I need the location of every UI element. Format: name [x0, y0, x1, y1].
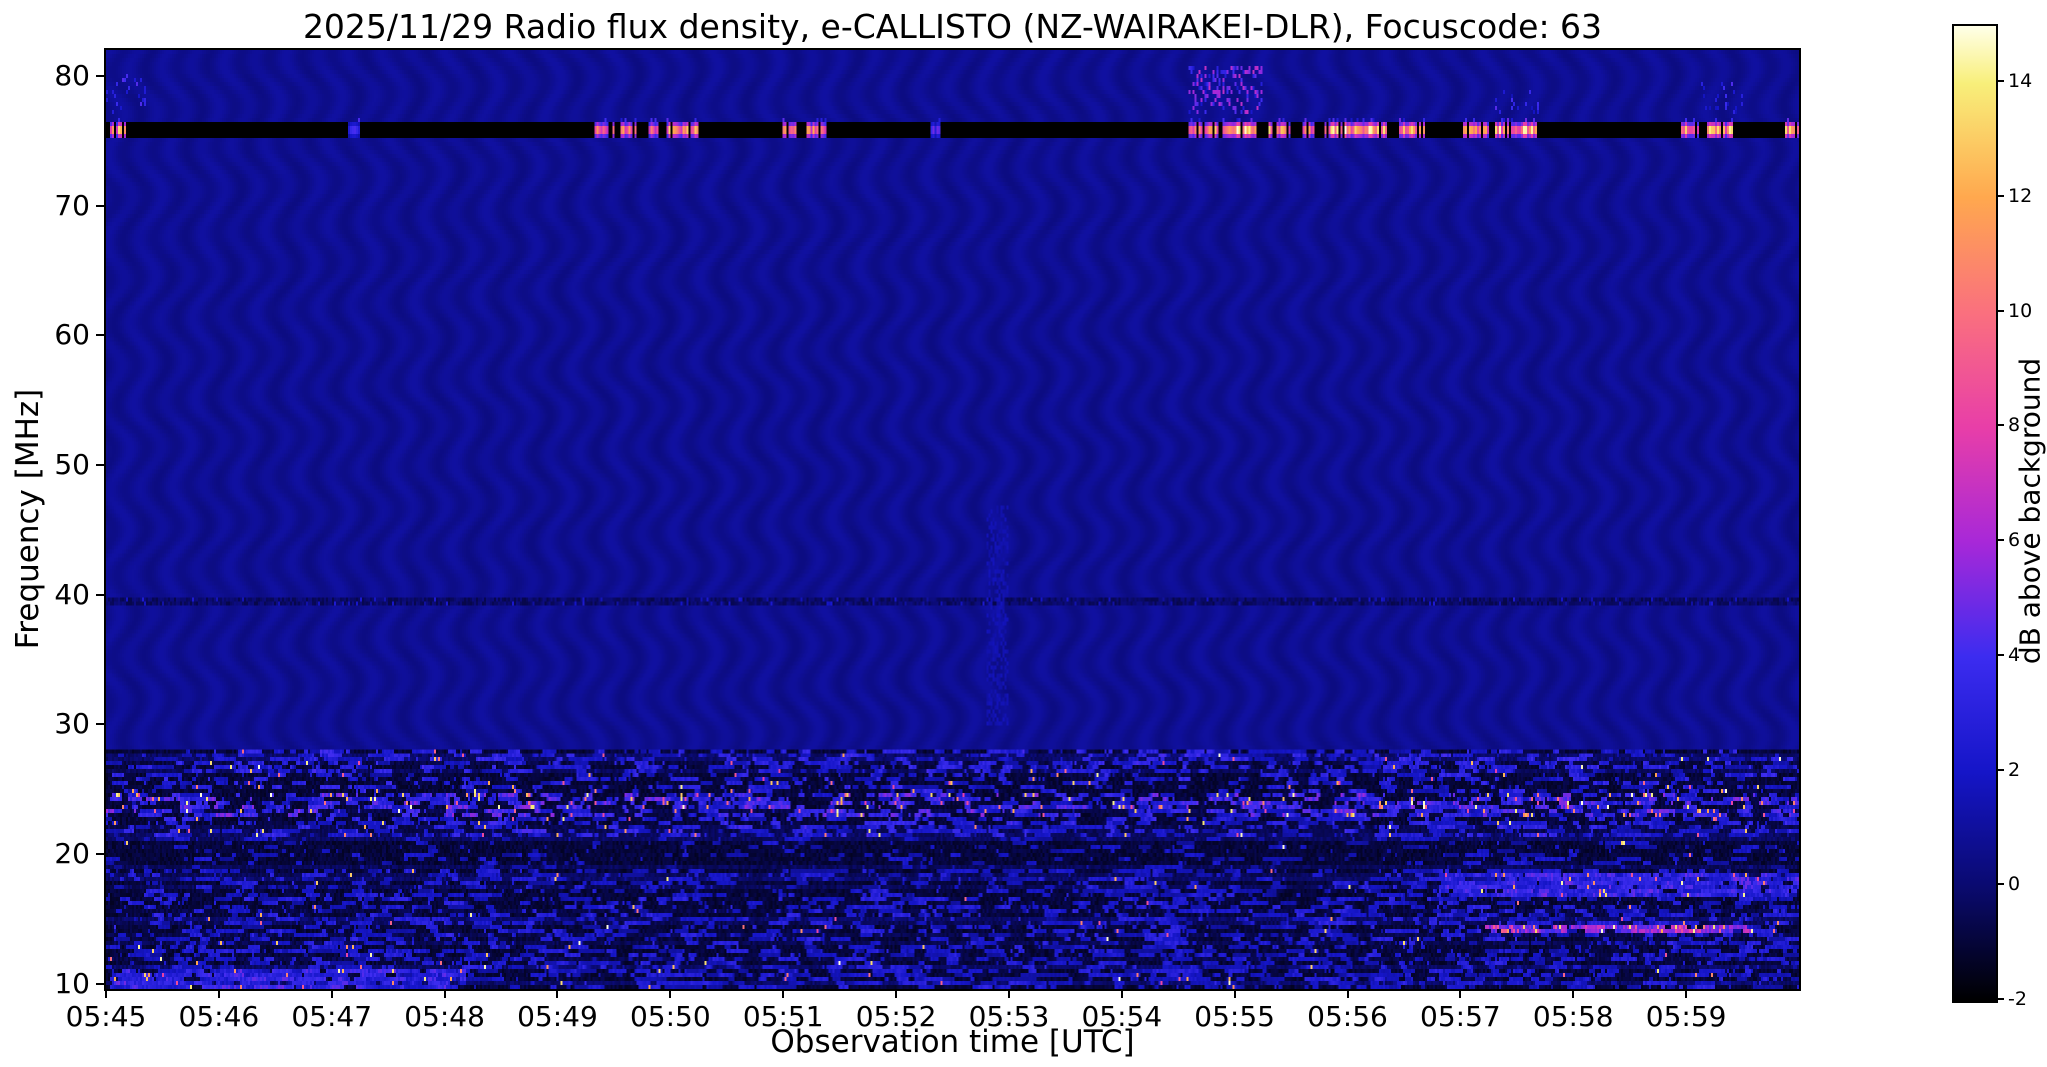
x-axis-label: Observation time [UTC] [770, 1024, 1135, 1060]
y-tick-mark [96, 74, 105, 77]
x-tick-mark [782, 989, 785, 998]
spectrogram-canvas [106, 50, 1799, 989]
colorbar-tick-mark [1996, 653, 2004, 656]
x-tick-label: 05:48 [404, 1000, 485, 1033]
x-tick-mark [105, 989, 107, 998]
y-tick-label: 80 [54, 58, 90, 92]
y-tick-mark [96, 853, 105, 856]
colorbar-tick-mark [1996, 998, 2004, 1000]
y-tick-label: 20 [54, 837, 90, 871]
x-tick-mark [1685, 989, 1688, 998]
x-tick-mark [1007, 989, 1010, 998]
x-tick-mark [556, 989, 559, 998]
colorbar-tick-label: -2 [2008, 988, 2027, 1010]
x-tick-mark [1459, 989, 1462, 998]
x-tick-label: 05:55 [1194, 1000, 1275, 1033]
plot-title: 2025/11/29 Radio flux density, e-CALLIST… [302, 7, 1603, 46]
x-tick-mark [443, 989, 446, 998]
y-tick-label: 30 [54, 707, 90, 741]
x-tick-mark [1233, 989, 1236, 998]
x-tick-label: 05:52 [855, 1000, 937, 1033]
colorbar-tick-label: 12 [2008, 185, 2033, 208]
x-tick-mark [1120, 989, 1123, 998]
x-tick-label: 05:59 [1645, 1000, 1727, 1033]
colorbar-tick-mark [1996, 424, 2004, 427]
colorbar-tick-mark [1996, 309, 2004, 312]
x-tick-mark [895, 989, 898, 998]
colorbar-tick-label: 2 [2008, 758, 2021, 781]
x-tick-label: 05:56 [1307, 1000, 1388, 1033]
y-tick-label: 40 [54, 577, 90, 611]
colorbar-tick-mark [1996, 195, 2004, 198]
colorbar-tick-mark [1996, 539, 2004, 542]
y-tick-mark [96, 204, 105, 207]
y-tick-mark [96, 723, 105, 726]
x-tick-mark [669, 989, 672, 998]
y-tick-label: 50 [54, 448, 90, 482]
x-tick-label: 05:49 [517, 1000, 598, 1033]
colorbar-tick-label: 0 [2008, 873, 2021, 896]
colorbar-tick-label: 4 [2008, 643, 2021, 666]
y-tick-mark [96, 593, 105, 596]
x-tick-label: 05:58 [1532, 1000, 1614, 1033]
colorbar-tick-mark [1996, 768, 2004, 771]
x-tick-label: 05:53 [968, 1000, 1050, 1033]
y-tick-label: 70 [54, 188, 90, 222]
x-tick-mark [1346, 989, 1349, 998]
x-tick-label: 05:46 [178, 1000, 260, 1033]
colorbar-tick-mark [1996, 80, 2004, 83]
x-tick-label: 05:47 [291, 1000, 373, 1033]
colorbar-tick-label: 8 [2008, 414, 2021, 437]
y-tick-mark [96, 464, 105, 467]
colorbar [1952, 24, 1998, 1003]
colorbar-tick-label: 10 [2008, 299, 2033, 322]
x-tick-label: 05:51 [742, 1000, 824, 1033]
y-tick-label: 10 [54, 966, 90, 1000]
x-tick-mark [1572, 989, 1575, 998]
y-tick-mark [96, 334, 105, 337]
x-tick-label: 05:45 [65, 1000, 147, 1033]
plot-frame [104, 48, 1801, 991]
y-tick-mark [96, 982, 105, 985]
x-tick-label: 05:54 [1081, 1000, 1163, 1033]
x-tick-label: 05:57 [1420, 1000, 1501, 1033]
colorbar-tick-label: 6 [2008, 529, 2021, 552]
x-tick-mark [330, 989, 333, 998]
x-tick-mark [217, 989, 220, 998]
colorbar-label: dB above background [2013, 357, 2047, 665]
x-tick-label: 05:50 [629, 1000, 711, 1033]
y-tick-label: 60 [54, 318, 90, 352]
colorbar-tick-mark [1996, 883, 2004, 886]
colorbar-tick-label: 14 [2008, 70, 2033, 93]
